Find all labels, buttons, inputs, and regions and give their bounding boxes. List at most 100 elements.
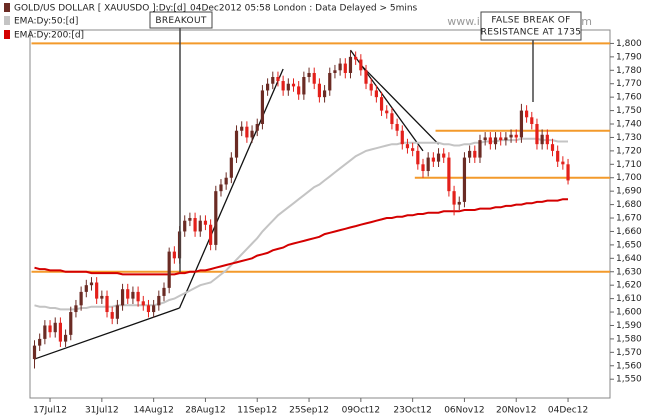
candle-body — [473, 150, 477, 158]
candle-body — [224, 177, 228, 185]
candle-body — [504, 137, 508, 141]
candle-body — [255, 124, 259, 131]
candle-body — [79, 291, 83, 306]
candle-body — [369, 83, 373, 91]
candle-body — [193, 218, 197, 232]
candle-body — [167, 251, 171, 288]
candle-body — [535, 124, 539, 145]
y-tick-label: 1,690 — [616, 187, 642, 197]
candle-body — [240, 126, 244, 131]
candle-body — [43, 325, 47, 339]
candle-body — [442, 153, 446, 158]
candle-body — [152, 305, 156, 313]
candle-body — [229, 157, 233, 178]
trend-line — [178, 68, 284, 309]
candle-body — [84, 285, 88, 292]
candle-body — [307, 72, 311, 78]
candle-body — [297, 86, 301, 95]
candle-body — [556, 150, 560, 162]
ema-line — [34, 198, 568, 276]
candle-body — [416, 150, 420, 165]
candle-body — [162, 287, 166, 296]
candle-body — [172, 251, 176, 259]
candle-body — [400, 130, 404, 145]
candle-body — [509, 134, 513, 138]
candle-body — [540, 134, 544, 145]
candle-body — [493, 137, 498, 145]
x-tick-label: 17Jul12 — [33, 406, 67, 416]
candle-body — [447, 157, 451, 192]
candle-body — [312, 72, 316, 84]
candle-body — [328, 72, 332, 91]
candle-body — [338, 63, 342, 71]
candle-body — [483, 137, 487, 141]
annotation-box — [480, 11, 582, 41]
candle-body — [488, 137, 492, 145]
candle-body — [203, 220, 208, 225]
candle-body — [219, 184, 223, 192]
candle-body — [525, 110, 529, 118]
candle-body — [245, 126, 249, 138]
y-tick-label: 1,730 — [616, 133, 642, 143]
candle-body — [530, 117, 534, 125]
candle-body — [89, 282, 94, 286]
candle-body — [452, 191, 456, 205]
candle-body — [291, 83, 296, 87]
legend-swatch — [4, 30, 10, 39]
candle-body — [95, 282, 99, 299]
y-tick-label: 1,590 — [616, 321, 642, 331]
y-tick-label: 1,660 — [616, 227, 642, 237]
y-tick-label: 1,640 — [616, 254, 642, 264]
y-tick-label: 1,600 — [616, 308, 642, 318]
legend-swatch — [4, 16, 10, 25]
candle-body — [343, 63, 347, 73]
candle-body — [100, 295, 104, 299]
candle-body — [198, 220, 202, 232]
y-tick-label: 1,780 — [616, 66, 642, 76]
candle-body — [281, 81, 285, 91]
trend-line — [34, 307, 180, 360]
y-tick-label: 1,670 — [616, 214, 642, 224]
candle-body — [260, 90, 265, 125]
x-tick-label: 09Oct12 — [342, 406, 380, 416]
candle-body — [38, 338, 42, 346]
y-tick-label: 1,650 — [616, 240, 642, 250]
annotation: RESISTANCE AT 1735 — [481, 28, 582, 38]
candle-body — [110, 312, 114, 319]
candle-body — [74, 305, 78, 313]
candle-body — [58, 322, 62, 342]
candle-body — [519, 110, 524, 138]
candle-body — [141, 301, 145, 306]
x-tick-label: 31Jul12 — [85, 406, 119, 416]
candle-body — [374, 90, 378, 98]
candle-body — [105, 295, 109, 313]
y-tick-label: 1,790 — [616, 52, 642, 62]
y-tick-label: 1,760 — [616, 93, 642, 103]
candle-body — [545, 134, 549, 145]
candle-body — [395, 124, 399, 131]
x-tick-label: 28Aug12 — [185, 406, 225, 416]
candle-body — [250, 130, 254, 138]
candle-body — [120, 289, 125, 306]
x-tick-label: 06Nov12 — [444, 406, 484, 416]
annotation-box — [149, 11, 213, 29]
y-tick-label: 1,680 — [616, 200, 642, 210]
candle-body — [136, 291, 140, 302]
marks — [31, 42, 610, 369]
candle-body — [514, 134, 518, 138]
y-tick-label: 1,610 — [616, 294, 642, 304]
y-tick-label: 1,720 — [616, 146, 642, 156]
candle-body — [209, 224, 213, 245]
y-tick-label: 1,560 — [616, 361, 642, 371]
legend-swatch — [4, 3, 10, 12]
candle-body — [266, 83, 270, 91]
candle-body — [131, 291, 135, 299]
y-tick-label: 1,630 — [616, 267, 642, 277]
candle-body — [348, 56, 353, 73]
y-tick-label: 1,620 — [616, 281, 642, 291]
y-tick-label: 1,700 — [616, 173, 642, 183]
candle-body — [322, 90, 327, 98]
candle-body — [53, 322, 57, 333]
x-tick-label: 23Oct12 — [393, 406, 431, 416]
